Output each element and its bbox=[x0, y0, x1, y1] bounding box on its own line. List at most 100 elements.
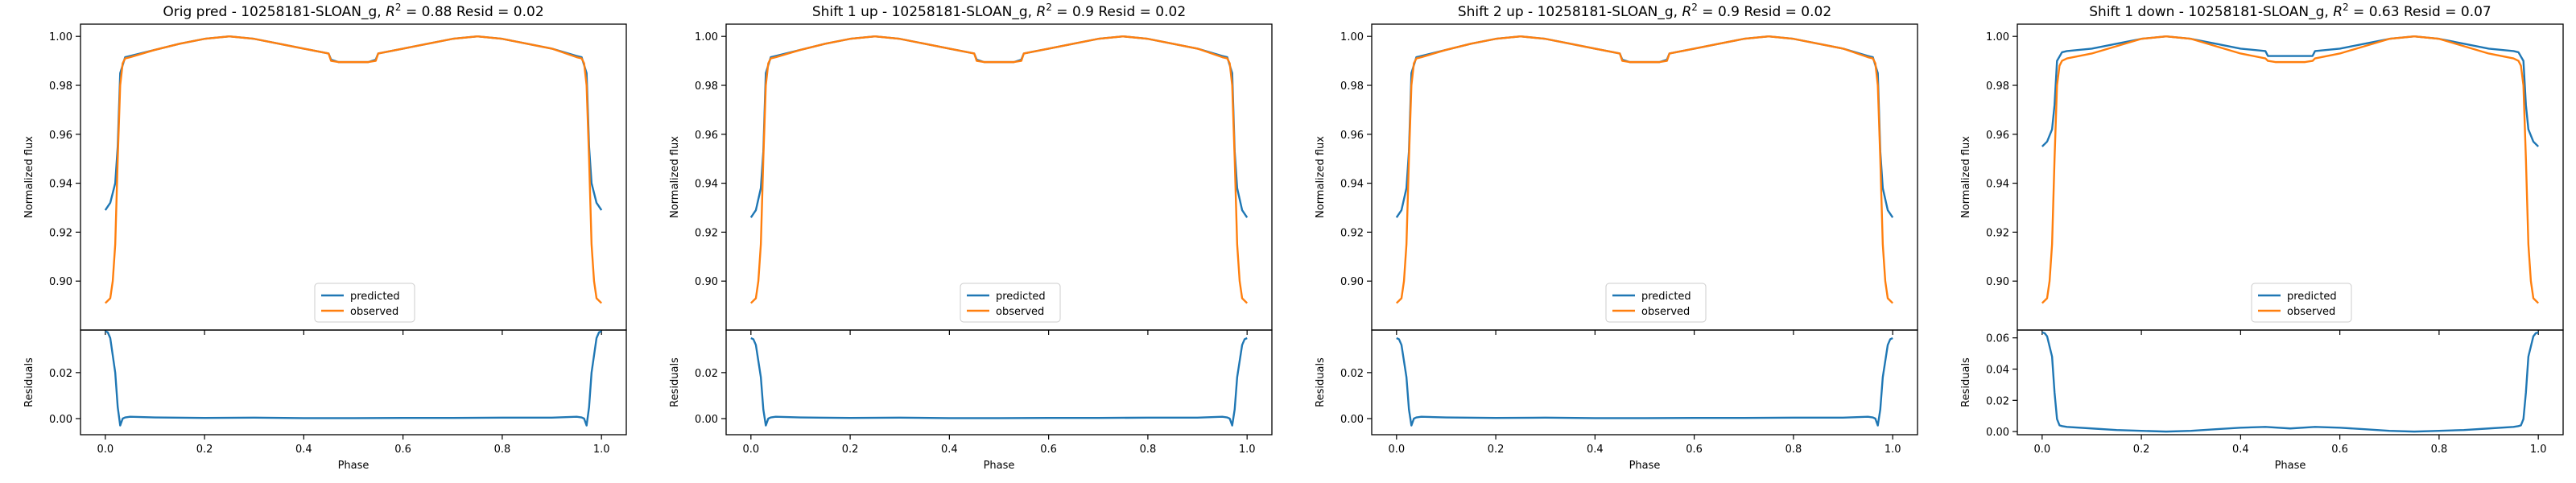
x-tick-label: 0.8 bbox=[2431, 444, 2448, 456]
x-tick-label: 0.8 bbox=[494, 444, 511, 456]
x-tick-label: 1.0 bbox=[1885, 444, 1901, 456]
x-tick-label: 0.8 bbox=[1785, 444, 1802, 456]
series-line-observed bbox=[104, 35, 603, 304]
y-tick-label: 0.04 bbox=[1986, 365, 2009, 377]
x-tick-label: 0.6 bbox=[1040, 444, 1057, 456]
y-tick-label: 0.00 bbox=[1986, 427, 2009, 439]
subplot-title-prefix: Shift 1 up - 10258181-SLOAN_g, bbox=[812, 4, 1037, 20]
subplot-title-r2-exponent: 2 bbox=[1046, 2, 1052, 13]
subplot-title-suffix: = 0.88 Resid = 0.02 bbox=[402, 4, 544, 20]
legend-box bbox=[2251, 283, 2352, 323]
series-line-observed bbox=[2041, 35, 2540, 304]
y-tick-label: 0.02 bbox=[1340, 368, 1364, 380]
y-axis-label: Normalized flux bbox=[669, 136, 681, 218]
legend-box bbox=[960, 283, 1061, 323]
y-tick-label: 1.00 bbox=[1340, 31, 1364, 43]
subplot-title: Shift 2 up - 10258181-SLOAN_g, R2 = 0.9 … bbox=[1458, 2, 1831, 20]
series-line-observed bbox=[1395, 35, 1894, 304]
residual-line bbox=[750, 336, 1248, 427]
x-tick-label: 0.6 bbox=[394, 444, 411, 456]
series-line-predicted bbox=[749, 35, 1249, 218]
x-tick-label: 0.8 bbox=[1140, 444, 1157, 456]
y-tick-label: 0.90 bbox=[1986, 276, 2009, 288]
x-tick-label: 0.0 bbox=[1388, 444, 1405, 456]
x-tick-label: 0.6 bbox=[1686, 444, 1703, 456]
series-line-observed bbox=[749, 35, 1249, 304]
residual-line bbox=[1396, 336, 1893, 427]
legend-label-observed: observed bbox=[996, 306, 1044, 318]
residual-y-axis-label: Residuals bbox=[1315, 357, 1327, 407]
legend: predicted observed bbox=[314, 283, 415, 323]
legend-label-observed: observed bbox=[2287, 306, 2335, 318]
subplot-title-prefix: Shift 1 down - 10258181-SLOAN_g, bbox=[2089, 4, 2333, 20]
y-tick-label: 0.02 bbox=[695, 368, 718, 380]
residual-axes-frame bbox=[1371, 329, 1918, 436]
x-tick-label: 0.2 bbox=[842, 444, 859, 456]
subplot-title: Shift 1 up - 10258181-SLOAN_g, R2 = 0.9 … bbox=[812, 2, 1186, 20]
y-tick-label: 0.90 bbox=[1340, 276, 1364, 288]
residual-y-axis-label: Residuals bbox=[23, 357, 35, 407]
y-axis-label: Normalized flux bbox=[1960, 136, 1972, 218]
subplot-title-r2-exponent: 2 bbox=[395, 2, 402, 13]
main-plot-area bbox=[104, 35, 603, 304]
main-plot-area bbox=[2041, 35, 2540, 304]
legend: predicted observed bbox=[1605, 283, 1707, 323]
legend-label-observed: observed bbox=[1641, 306, 1690, 318]
y-tick-label: 0.98 bbox=[1340, 80, 1364, 93]
x-tick-label: 0.2 bbox=[1488, 444, 1505, 456]
x-tick-label: 0.0 bbox=[2033, 444, 2050, 456]
residual-line bbox=[2041, 331, 2539, 433]
x-tick-label: 0.4 bbox=[941, 444, 958, 456]
x-tick-label: 1.0 bbox=[593, 444, 610, 456]
y-tick-label: 0.94 bbox=[695, 179, 718, 191]
residual-plot-area bbox=[750, 336, 1248, 427]
y-tick-label: 0.96 bbox=[695, 130, 718, 142]
x-tick-label: 0.6 bbox=[2331, 444, 2348, 456]
legend-label-predicted: predicted bbox=[1641, 291, 1691, 303]
x-tick-label: 0.2 bbox=[2133, 444, 2150, 456]
subplot-title-prefix: Shift 2 up - 10258181-SLOAN_g, bbox=[1458, 4, 1682, 20]
subplot-title-prefix: Orig pred - 10258181-SLOAN_g, bbox=[163, 4, 386, 20]
x-tick-label: 0.2 bbox=[196, 444, 213, 456]
y-tick-label: 0.98 bbox=[49, 80, 72, 93]
legend-label-predicted: predicted bbox=[350, 291, 400, 303]
subplot-title-suffix: = 0.63 Resid = 0.07 bbox=[2349, 4, 2491, 20]
residual-line bbox=[105, 330, 602, 427]
y-tick-label: 0.90 bbox=[49, 276, 72, 288]
x-axis-label: Phase bbox=[2275, 460, 2306, 472]
y-tick-label: 0.98 bbox=[1986, 80, 2009, 93]
y-tick-label: 0.00 bbox=[695, 414, 718, 426]
residual-axes-frame bbox=[725, 329, 1273, 436]
x-tick-label: 0.4 bbox=[1587, 444, 1604, 456]
y-tick-label: 0.90 bbox=[695, 276, 718, 288]
subplot-title-r2: R bbox=[1036, 4, 1046, 20]
legend-label-observed: observed bbox=[350, 306, 398, 318]
legend-box bbox=[314, 283, 415, 323]
main-plot-area bbox=[749, 35, 1249, 304]
y-tick-label: 0.98 bbox=[695, 80, 718, 93]
residual-axes-frame bbox=[80, 329, 627, 436]
y-tick-label: 0.00 bbox=[49, 414, 72, 426]
legend-label-predicted: predicted bbox=[2287, 291, 2337, 303]
subplot-3: Shift 2 up - 10258181-SLOAN_g, R2 = 0.9 … bbox=[1315, 2, 1918, 472]
x-tick-label: 0.0 bbox=[97, 444, 114, 456]
residual-plot-area bbox=[1396, 336, 1893, 427]
x-tick-label: 0.0 bbox=[742, 444, 759, 456]
subplot-1: Orig pred - 10258181-SLOAN_g, R2 = 0.88 … bbox=[23, 2, 627, 472]
y-tick-label: 1.00 bbox=[1986, 31, 2009, 43]
series-line-predicted bbox=[2041, 35, 2540, 147]
series-line-predicted bbox=[1395, 35, 1894, 218]
subplot-title-r2-exponent: 2 bbox=[1691, 2, 1698, 13]
x-tick-label: 0.4 bbox=[295, 444, 312, 456]
residual-plot-area bbox=[105, 330, 602, 427]
legend-label-predicted: predicted bbox=[996, 291, 1046, 303]
residual-axes-frame bbox=[2017, 329, 2564, 436]
x-tick-label: 1.0 bbox=[1239, 444, 1256, 456]
subplot-title-r2-exponent: 2 bbox=[2343, 2, 2349, 13]
subplot-title-r2: R bbox=[1682, 4, 1691, 20]
y-tick-label: 0.92 bbox=[1340, 227, 1364, 239]
subplot-title-r2: R bbox=[2333, 4, 2343, 20]
x-axis-label: Phase bbox=[338, 460, 369, 472]
y-tick-label: 1.00 bbox=[49, 31, 72, 43]
